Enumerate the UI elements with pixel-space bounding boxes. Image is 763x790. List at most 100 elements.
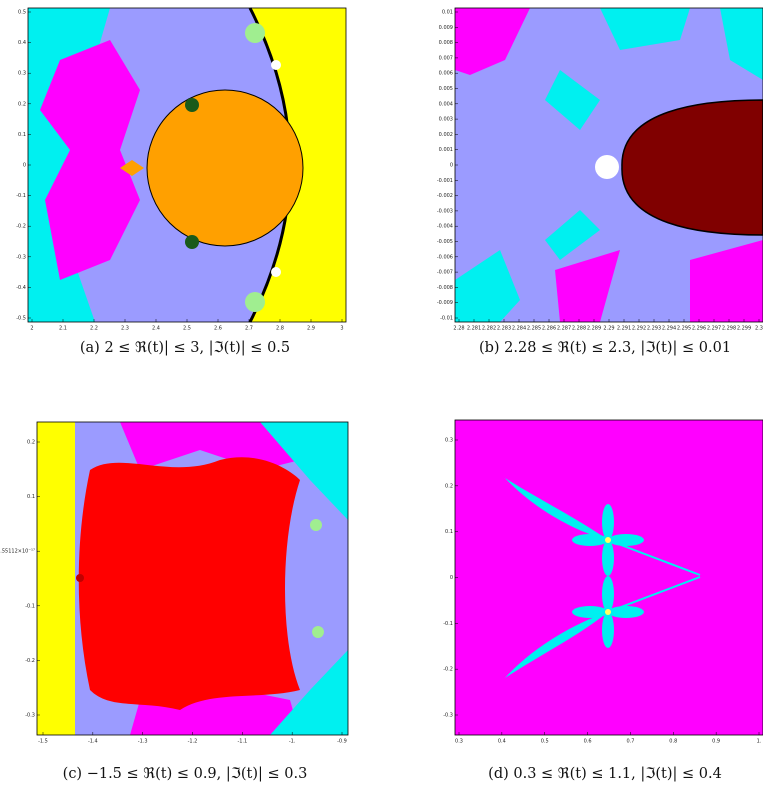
y-tick-label: 0.1 — [445, 529, 453, 535]
x-tick-label: 2.1 — [59, 326, 67, 332]
x-tick-label: 2.8 — [276, 326, 284, 332]
y-tick-label: 0.007 — [439, 55, 453, 61]
x-tick-label: -0.9 — [337, 739, 347, 745]
x-tick-label: 2.291 — [617, 326, 631, 332]
y-tick-label: 0.001 — [439, 147, 453, 153]
x-tick-label: 3 — [340, 326, 343, 332]
x-tick-label: 2.295 — [677, 326, 691, 332]
x-tick-label: 2.9 — [307, 326, 315, 332]
y-tick-label: 0.2 — [445, 483, 453, 489]
x-tick-label: -1.5 — [38, 739, 48, 745]
x-tick-label: 0.3 — [455, 739, 463, 745]
x-tick-label: 2.7 — [245, 326, 253, 332]
x-tick-label: 2.286 — [542, 326, 556, 332]
x-tick-label: 1. — [757, 739, 762, 745]
y-tick-label: -0.006 — [437, 254, 453, 260]
x-tick-label: -1.4 — [88, 739, 98, 745]
x-tick-label: -1. — [289, 739, 296, 745]
y-tick-label: 0 — [23, 163, 26, 169]
x-tick-label: 2.2 — [90, 326, 98, 332]
y-tick-label: -0.001 — [437, 178, 453, 184]
x-tick-label: 2.298 — [722, 326, 736, 332]
x-tick-label: 2 — [30, 326, 33, 332]
x-tick-label: -1.2 — [188, 739, 198, 745]
y-tick-label: 5.55112×10⁻¹⁷ — [0, 549, 35, 555]
x-tick-label: 0.5 — [541, 739, 549, 745]
y-tick-label: 0.3 — [18, 71, 26, 77]
figure: (a) 2 ≤ ℜ(t)| ≤ 3, |ℑ(t)| ≤ 0.5 2 2.1 2.2 2.… — [0, 0, 763, 790]
y-tick-label: 0.2 — [18, 101, 26, 107]
y-tick-label: 0.002 — [439, 132, 453, 138]
x-tick-label: 0.9 — [712, 739, 720, 745]
y-tick-label: 0.2 — [27, 440, 35, 446]
x-tick-label: 2.284 — [512, 326, 526, 332]
panel-b-image — [455, 8, 763, 322]
y-tick-label: -0.3 — [25, 713, 35, 719]
y-tick-label: -0.003 — [437, 208, 453, 214]
x-tick-label: 0.8 — [669, 739, 677, 745]
x-tick-label: 2.282 — [482, 326, 496, 332]
y-tick-label: 0 — [450, 163, 453, 169]
x-tick-label: 2.6 — [214, 326, 222, 332]
caption: (b) 2.28 ≤ ℜ(t) ≤ 2.3, |ℑ(t)| ≤ 0.01 — [479, 340, 731, 356]
panel-a-image — [28, 8, 346, 322]
x-tick-label: 2.4 — [152, 326, 160, 332]
x-tick-label: 2.283 — [497, 326, 511, 332]
y-tick-label: -0.01 — [440, 316, 453, 322]
y-tick-label: -0.008 — [437, 285, 453, 291]
x-tick-label: 2.297 — [707, 326, 721, 332]
caption: (d) 0.3 ≤ ℜ(t) ≤ 1.1, |ℑ(t)| ≤ 0.4 — [488, 766, 722, 782]
y-tick-label: -0.2 — [443, 667, 453, 673]
y-tick-label: -0.3 — [443, 713, 453, 719]
x-tick-label: 2.292 — [632, 326, 646, 332]
x-tick-label: 0.7 — [626, 739, 634, 745]
y-tick-label: -0.1 — [25, 603, 35, 609]
x-tick-label: 0.6 — [584, 739, 592, 745]
y-tick-label: 0.5 — [18, 10, 26, 16]
y-tick-label: -0.002 — [437, 193, 453, 199]
y-tick-label: 0.003 — [439, 117, 453, 123]
caption: (c) −1.5 ≤ ℜ(t) ≤ 0.9, |ℑ(t)| ≤ 0.3 — [63, 766, 308, 782]
x-tick-label: 2.296 — [692, 326, 706, 332]
figure-svg: (a) 2 ≤ ℜ(t)| ≤ 3, |ℑ(t)| ≤ 0.5 2 2.1 2.2 2.… — [0, 0, 763, 790]
caption: (a) 2 ≤ ℜ(t)| ≤ 3, |ℑ(t)| ≤ 0.5 — [80, 340, 290, 356]
panel-d-image — [455, 420, 763, 735]
y-tick-label: 0.004 — [439, 101, 453, 107]
y-tick-label: -0.007 — [437, 270, 453, 276]
y-tick-label: -0.005 — [437, 239, 453, 245]
x-tick-label: 2.293 — [647, 326, 661, 332]
y-tick-label: -0.3 — [16, 254, 26, 260]
x-tick-label: 2.288 — [572, 326, 586, 332]
x-tick-label: 2.3 — [755, 326, 763, 332]
x-tick-label: 2.281 — [467, 326, 481, 332]
y-tick-label: 0.01 — [442, 10, 453, 16]
x-tick-label: 2.285 — [527, 326, 541, 332]
y-tick-label: -0.5 — [16, 316, 26, 322]
x-tick-label: 2.287 — [557, 326, 571, 332]
y-tick-label: -0.4 — [16, 285, 26, 291]
x-tick-label: 2.5 — [183, 326, 191, 332]
x-tick-label: 2.299 — [737, 326, 751, 332]
y-tick-label: -0.1 — [443, 621, 453, 627]
x-tick-label: 2.289 — [587, 326, 601, 332]
y-tick-label: -0.2 — [16, 224, 26, 230]
x-tick-label: -1.1 — [237, 739, 247, 745]
x-tick-label: 0.4 — [498, 739, 506, 745]
y-tick-label: -0.1 — [16, 193, 26, 199]
y-tick-label: 0 — [450, 575, 453, 581]
y-tick-label: 0.009 — [439, 25, 453, 31]
y-tick-label: -0.009 — [437, 300, 453, 306]
x-tick-label: 2.28 — [453, 326, 464, 332]
y-tick-label: 0.3 — [445, 438, 453, 444]
y-tick-label: -0.004 — [437, 224, 453, 230]
x-tick-label: 2.3 — [121, 326, 129, 332]
panel-c-image — [37, 422, 348, 735]
y-tick-label: 0.1 — [27, 494, 35, 500]
x-tick-label: 2.294 — [662, 326, 676, 332]
y-tick-label: 0.1 — [18, 132, 26, 138]
x-tick-label: -1.3 — [138, 739, 148, 745]
y-tick-label: 0.005 — [439, 86, 453, 92]
y-tick-label: 0.008 — [439, 40, 453, 46]
y-tick-label: 0.006 — [439, 71, 453, 77]
y-tick-label: -0.2 — [25, 658, 35, 664]
